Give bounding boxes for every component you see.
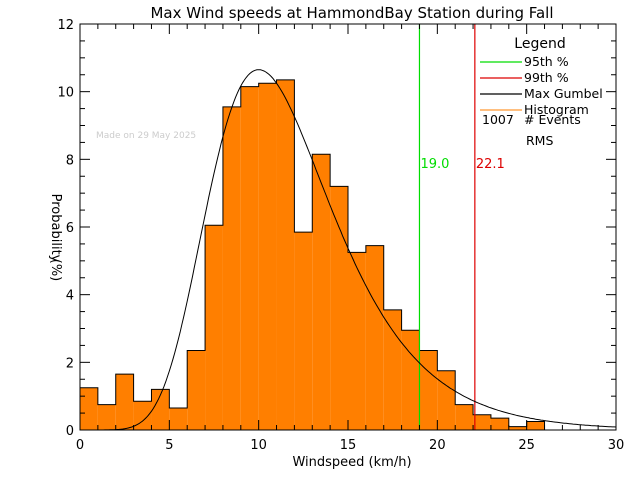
chart-title: Max Wind speeds at HammondBay Station du…: [150, 4, 553, 22]
histogram-bar: [312, 154, 331, 430]
x-tick-label: 15: [340, 438, 357, 453]
legend-entry-label: 95th %: [524, 54, 569, 69]
x-tick-label: 10: [250, 438, 267, 453]
histogram-outline: [79, 79, 616, 431]
histogram-bar: [258, 83, 277, 430]
y-tick-label: 10: [57, 86, 74, 101]
histogram-bar: [455, 404, 474, 430]
y-tick-label: 8: [66, 153, 74, 168]
y-axis-ticks: 0 2 4 6 8 10 12: [57, 18, 616, 439]
histogram-bar: [97, 404, 116, 430]
x-axis-label: Windspeed (km/h): [292, 455, 411, 470]
histogram-bar: [508, 426, 527, 430]
histogram-bar: [205, 225, 223, 430]
y-tick-label: 12: [57, 18, 74, 33]
histogram-bar: [365, 245, 384, 430]
histogram-bar: [383, 309, 402, 430]
histogram-bars: [80, 79, 545, 431]
histogram-bar: [187, 350, 206, 430]
percentile-value-label: 19.0: [420, 157, 449, 172]
legend-entry-label: Histogram: [524, 102, 589, 117]
x-tick-label: 5: [165, 438, 173, 453]
percentile-value-label: 22.1: [476, 157, 505, 172]
y-axis-label: Probability: [48, 194, 63, 263]
histogram-bar: [330, 186, 348, 430]
y-tick-label: 2: [66, 356, 74, 371]
histogram-bar: [473, 414, 491, 430]
histogram-bar: [133, 401, 152, 430]
made-on-watermark: Made on 29 May 2025: [96, 131, 196, 141]
x-tick-label: 25: [518, 438, 535, 453]
y-tick-label: 0: [66, 424, 74, 439]
y-tick-label: 4: [66, 289, 74, 304]
legend-title: Legend: [514, 36, 565, 52]
x-tick-label: 20: [429, 438, 446, 453]
histogram-bar: [490, 418, 509, 430]
gumbel-curve: [80, 69, 617, 431]
histogram-bar: [80, 387, 98, 430]
histogram-bar: [169, 408, 188, 430]
histogram-bar: [348, 252, 366, 430]
percentile-labels: 19.0 22.1: [420, 157, 504, 172]
histogram-bar: [419, 350, 438, 430]
histogram-bar: [276, 79, 295, 430]
y-axis-unit-label: (%): [48, 259, 63, 282]
histogram-bar: [294, 232, 313, 430]
legend-entry-label: 99th %: [524, 70, 569, 85]
histogram-bar: [437, 370, 456, 430]
y-tick-label: 6: [66, 221, 74, 236]
x-axis-ticks: 0 5 10 15 20 25 30: [76, 24, 624, 453]
histogram-bar: [526, 421, 545, 430]
legend-entry-label: Max Gumbel: [524, 86, 603, 101]
histogram-bar: [401, 330, 420, 430]
x-tick-label: 30: [608, 438, 625, 453]
legend-events-count: 1007: [482, 112, 514, 127]
histogram-bar: [115, 374, 134, 430]
x-tick-label: 0: [76, 438, 84, 453]
histogram-bar: [240, 86, 259, 430]
legend-rms-label: RMS: [526, 133, 553, 148]
histogram-bar: [151, 389, 170, 430]
histogram-bar: [222, 106, 241, 431]
legend-events-label: # Events: [524, 112, 581, 127]
